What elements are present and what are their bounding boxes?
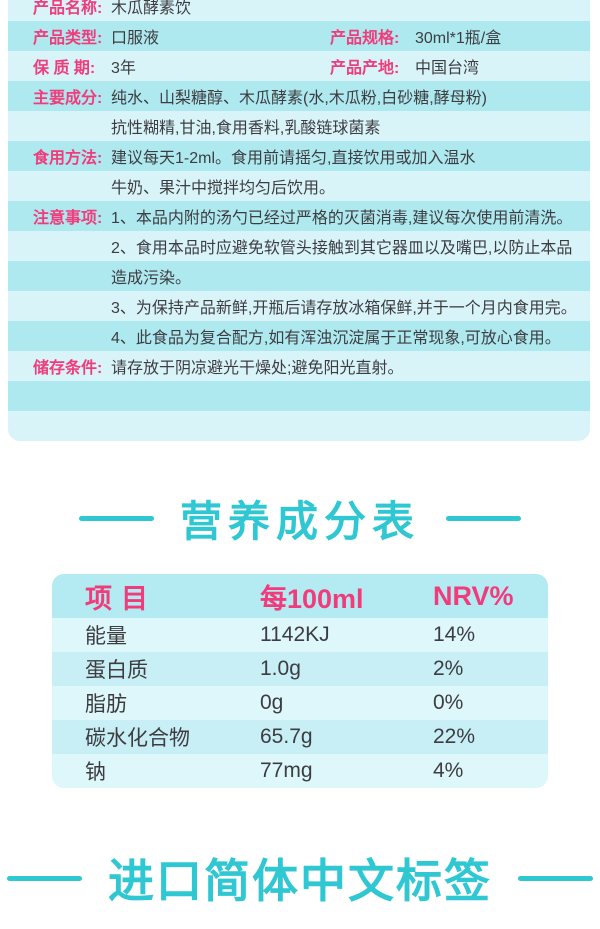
nutrition-col-item: 项目: [85, 583, 157, 614]
nutrition-row-carbohydrate: 碳水化合物 65.7g 22%: [52, 720, 548, 754]
nutrition-header-row: 项目 每100ml NRV%: [52, 574, 548, 618]
info-row-usage: 食用方法: 建议每天1-2ml。食用前请摇匀,直接饮用或加入温水: [8, 141, 590, 171]
nutrition-cell-nrv: 22%: [433, 725, 476, 748]
info-row-product-name: 产品名称: 木瓜酵素饮: [8, 0, 590, 21]
info-row-label: 储存条件:: [33, 360, 103, 377]
info-row-label: 产品规格:: [330, 30, 400, 47]
info-row-usage-cont: 牛奶、果汁中搅拌均匀后饮用。: [8, 171, 590, 201]
nutrition-cell-nrv: 2%: [433, 657, 464, 680]
info-row-value: 30ml*1瓶/盒: [415, 30, 502, 47]
info-row-shelf-origin: 保 质 期: 3年 产品产地: 中国台湾: [8, 51, 590, 81]
nutrition-cell-nrv: 14%: [433, 623, 476, 646]
info-row-notice-3: 3、为保持产品新鲜,开瓶后请存放冰箱保鲜,并于一个月内食用完。: [8, 291, 590, 321]
info-row-label: 产品名称:: [33, 0, 103, 17]
import-label-heading: 进口简体中文标签: [0, 845, 600, 911]
heading-dash: [7, 875, 82, 881]
nutrition-col-per100ml: 每100ml: [260, 583, 364, 614]
nutrition-row-energy: 能量 1142KJ 14%: [52, 618, 548, 652]
info-row-value: 4、此食品为复合配方,如有浑浊沉淀属于正常现象,可放心食用。: [111, 330, 561, 347]
nutrition-table: 项目 每100ml NRV% 能量 1142KJ 14% 蛋白质 1.0g 2%…: [52, 574, 548, 788]
nutrition-cell-per100ml: 77mg: [260, 759, 313, 782]
nutrition-heading-text: 营养成分表: [179, 498, 420, 545]
info-row-value: 口服液: [111, 30, 160, 47]
info-row-value: 造成污染。: [111, 270, 192, 287]
info-row-value: 建议每天1-2ml。食用前请摇匀,直接饮用或加入温水: [111, 150, 476, 167]
info-row-value: 1、本品内附的汤勺已经过严格的灭菌消毒,建议每次使用前清洗。: [111, 210, 573, 227]
info-row-value: 请存放于阴凉避光干燥处;避免阳光直射。: [111, 360, 404, 377]
info-row-value: 纯水、山梨糖醇、木瓜酵素(水,木瓜粉,白砂糖,酵母粉): [111, 90, 487, 107]
info-row-value: 3、为保持产品新鲜,开瓶后请存放冰箱保鲜,并于一个月内食用完。: [111, 300, 577, 317]
nutrition-cell-item: 脂肪: [85, 693, 127, 716]
nutrition-cell-nrv: 0%: [433, 691, 464, 714]
heading-dash: [446, 516, 521, 521]
info-row-value: 3年: [111, 60, 136, 77]
info-row-label: 注意事项:: [33, 210, 103, 227]
nutrition-cell-per100ml: 0g: [260, 691, 284, 714]
nutrition-cell-nrv: 4%: [433, 759, 464, 782]
info-row-value: 中国台湾: [415, 60, 480, 77]
nutrition-cell-item: 能量: [85, 625, 127, 648]
info-row-empty: [8, 411, 590, 441]
info-row-notice-2-cont: 造成污染。: [8, 261, 590, 291]
nutrition-section-heading: 营养成分表: [0, 488, 600, 549]
nutrition-row-fat: 脂肪 0g 0%: [52, 686, 548, 720]
nutrition-cell-per100ml: 1.0g: [260, 657, 301, 680]
nutrition-col-nrv: NRV%: [433, 580, 514, 611]
nutrition-cell-item: 钠: [85, 761, 106, 784]
info-row-ingredients-cont: 抗性糊精,甘油,食用香料,乳酸链球菌素: [8, 111, 590, 141]
info-row-label: 产品产地:: [330, 60, 400, 77]
info-row-value: 牛奶、果汁中搅拌均匀后饮用。: [111, 180, 336, 197]
info-row-label: 食用方法:: [33, 150, 103, 167]
info-row-label: 保 质 期:: [33, 60, 96, 77]
import-label-heading-text: 进口简体中文标签: [108, 855, 492, 907]
info-row-notice-4: 4、此食品为复合配方,如有浑浊沉淀属于正常现象,可放心食用。: [8, 321, 590, 351]
nutrition-cell-item: 蛋白质: [85, 659, 148, 682]
info-row-value: 2、食用本品时应避免软管头接触到其它器皿以及嘴巴,以防止本品: [111, 240, 573, 257]
nutrition-cell-per100ml: 65.7g: [260, 725, 313, 748]
info-row-storage: 储存条件: 请存放于阴凉避光干燥处;避免阳光直射。: [8, 351, 590, 381]
nutrition-cell-per100ml: 1142KJ: [260, 623, 330, 646]
info-row-type-spec: 产品类型: 口服液 产品规格: 30ml*1瓶/盒: [8, 21, 590, 51]
info-row-empty: [8, 381, 590, 411]
nutrition-row-sodium: 钠 77mg 4%: [52, 754, 548, 788]
heading-dash: [518, 875, 593, 881]
heading-dash: [78, 516, 154, 521]
product-info-table: 产品名称: 木瓜酵素饮 产品类型: 口服液 产品规格: 30ml*1瓶/盒 保 …: [8, 0, 590, 441]
info-row-label: 主要成分:: [33, 90, 103, 107]
info-row-ingredients: 主要成分: 纯水、山梨糖醇、木瓜酵素(水,木瓜粉,白砂糖,酵母粉): [8, 81, 590, 111]
nutrition-cell-item: 碳水化合物: [85, 727, 190, 750]
info-row-label: 产品类型:: [33, 30, 103, 47]
info-row-notice-2: 2、食用本品时应避免软管头接触到其它器皿以及嘴巴,以防止本品: [8, 231, 590, 261]
info-row-value: 木瓜酵素饮: [111, 0, 192, 17]
info-row-notice-1: 注意事项: 1、本品内附的汤勺已经过严格的灭菌消毒,建议每次使用前清洗。: [8, 201, 590, 231]
info-row-value: 抗性糊精,甘油,食用香料,乳酸链球菌素: [111, 120, 381, 137]
nutrition-row-protein: 蛋白质 1.0g 2%: [52, 652, 548, 686]
